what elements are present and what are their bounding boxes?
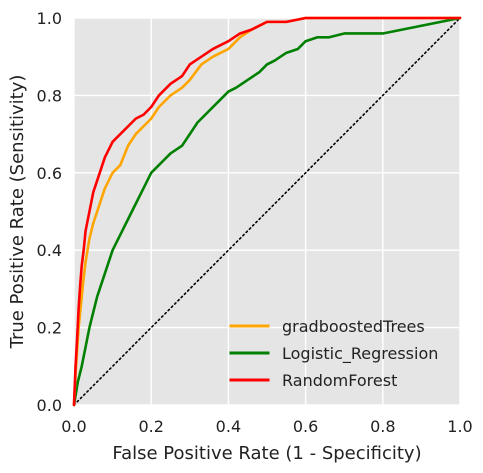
y-tick-label-3: 0.6	[37, 164, 62, 183]
reference-line-chance	[73, 17, 461, 406]
y-tick-label-2: 0.4	[37, 241, 62, 260]
tick-layer: 0.0 0.2 0.4 0.6 0.8 1.0 0.0 0.2 0.4 0.6 0.8 1.0	[37, 9, 473, 436]
legend-label-gradboostedtrees: gradboostedTrees	[282, 317, 425, 336]
x-axis-label: False Positive Rate (1 - Specificity)	[112, 443, 421, 464]
x-tick-label-2: 0.4	[216, 417, 241, 436]
x-tick-label-3: 0.6	[293, 417, 318, 436]
reference-layer	[73, 17, 461, 406]
y-axis-label: True Positive Rate (Sensitivity)	[7, 75, 28, 350]
x-tick-label-5: 1.0	[447, 417, 472, 436]
legend-label-randomforest: RandomForest	[282, 371, 397, 390]
y-tick-label-5: 1.0	[37, 9, 62, 28]
x-tick-label-0: 0.0	[61, 417, 86, 436]
legend-label-logistic-regression: Logistic_Regression	[282, 344, 438, 364]
grid-layer	[73, 17, 461, 406]
series-line-randomforest	[72, 16, 462, 407]
legend: gradboostedTrees Logistic_Regression Ran…	[229, 317, 438, 390]
x-tick-label-4: 0.8	[370, 417, 395, 436]
x-tick-label-1: 0.2	[138, 417, 163, 436]
series-line-logistic-regression	[72, 16, 462, 407]
y-tick-label-4: 0.8	[37, 86, 62, 105]
y-tick-label-1: 0.2	[37, 319, 62, 338]
series-layer	[72, 16, 462, 407]
y-tick-label-0: 0.0	[37, 396, 62, 415]
